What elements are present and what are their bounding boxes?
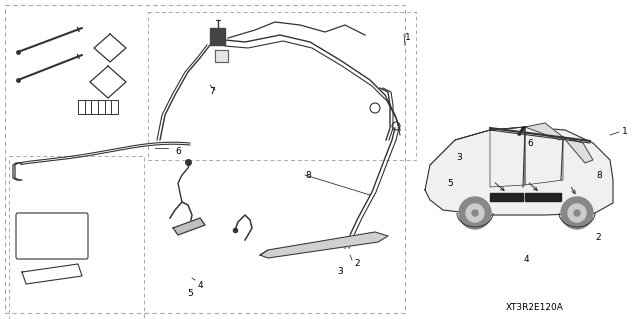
Polygon shape <box>173 218 205 235</box>
Polygon shape <box>425 127 613 215</box>
Polygon shape <box>210 28 225 45</box>
Polygon shape <box>518 127 525 135</box>
Bar <box>9 156 144 319</box>
Polygon shape <box>215 50 228 62</box>
Text: 7: 7 <box>209 87 215 97</box>
Circle shape <box>561 197 593 229</box>
Circle shape <box>459 197 491 229</box>
Polygon shape <box>260 232 388 258</box>
Circle shape <box>568 204 586 222</box>
Bar <box>148 12 416 160</box>
Text: 4: 4 <box>523 255 529 263</box>
Circle shape <box>574 210 580 216</box>
Bar <box>525 193 561 201</box>
Circle shape <box>472 210 478 216</box>
Polygon shape <box>563 137 593 163</box>
Text: 5: 5 <box>187 290 193 299</box>
Text: 1: 1 <box>622 128 628 137</box>
Text: 5: 5 <box>447 179 453 188</box>
Text: 6: 6 <box>175 147 181 157</box>
Circle shape <box>466 204 484 222</box>
Polygon shape <box>525 123 563 140</box>
Bar <box>5 5 405 313</box>
Text: 3: 3 <box>456 153 462 162</box>
Text: 8: 8 <box>596 170 602 180</box>
Text: 8: 8 <box>305 170 311 180</box>
Bar <box>490 193 523 201</box>
Text: 6: 6 <box>527 138 533 147</box>
Text: 2: 2 <box>354 258 360 268</box>
Text: 1: 1 <box>405 33 411 42</box>
Text: XT3R2E120A: XT3R2E120A <box>506 303 564 313</box>
Text: 2: 2 <box>595 234 601 242</box>
Text: 4: 4 <box>197 280 203 290</box>
Text: 3: 3 <box>337 268 343 277</box>
